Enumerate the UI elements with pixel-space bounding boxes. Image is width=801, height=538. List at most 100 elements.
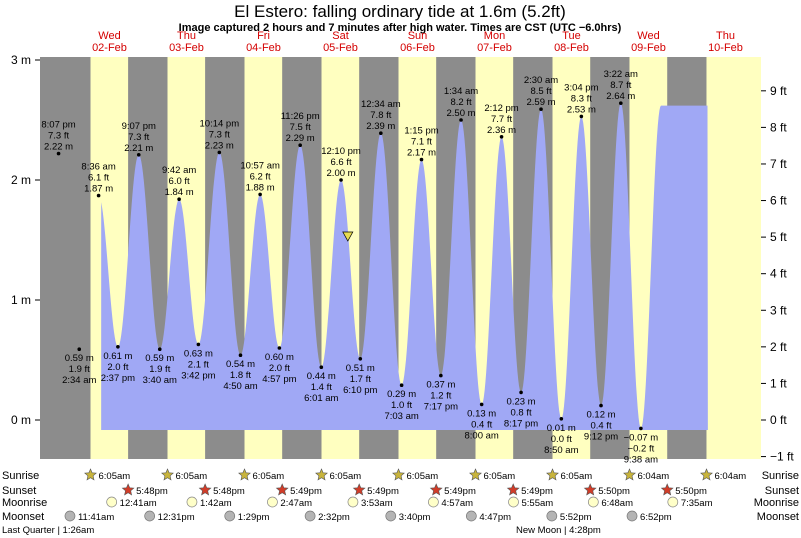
chart-subtitle: Image captured 2 hours and 7 minutes aft… <box>179 22 622 34</box>
low-tide-feet: 0.8 ft <box>511 407 532 418</box>
moonrise-time: 1:42am <box>200 498 232 509</box>
day-date: 09-Feb <box>631 42 666 54</box>
high-tide-time: 1:15 pm <box>404 126 438 137</box>
moonrise-icon <box>587 496 599 508</box>
tide-curve <box>101 103 708 430</box>
high-tide-point <box>339 178 343 182</box>
sunset-time: 5:50pm <box>598 486 630 497</box>
moonrise-icon <box>186 496 198 508</box>
right-axis-tick-label: 3 ft <box>770 303 787 317</box>
high-tide-point <box>258 192 262 197</box>
sunset-icon <box>506 483 520 496</box>
day-name: Thu <box>177 30 196 42</box>
low-tide-time: 6:01 am <box>304 393 338 404</box>
day-date: 10-Feb <box>708 42 743 54</box>
moonrise-time: 5:55am <box>521 498 553 509</box>
day-headers: Wed02-FebThu03-FebFri04-FebSat05-FebSun0… <box>92 30 743 54</box>
low-tide-point <box>157 347 162 352</box>
sunrise-icon <box>238 468 251 481</box>
chart-title: El Estero: falling ordinary tide at 1.6m… <box>234 2 566 21</box>
low-tide-point <box>77 347 82 352</box>
high-tide-feet: 7.3 ft <box>209 129 230 140</box>
sunrise-icon <box>392 468 405 481</box>
moonrise-row-label-right: Moonrise <box>754 497 799 509</box>
sunrise-icon <box>84 468 97 481</box>
left-axis-tick-label: 3 m <box>11 53 31 67</box>
left-axis-tick-label: 2 m <box>11 173 31 187</box>
moonrise-icon <box>347 496 359 508</box>
low-tide-meters: 0.13 m <box>467 408 496 419</box>
low-tide-point <box>559 417 564 421</box>
high-tide-time: 10:14 pm <box>200 118 240 129</box>
tide-labels: 8:07 pm7.3 ft2.22 m0.59 m1.9 ft2:34 am8:… <box>41 69 658 465</box>
high-tide-feet: 7.3 ft <box>48 131 69 142</box>
high-tide-point <box>419 157 424 162</box>
right-axis-tick-label: 9 ft <box>770 84 787 98</box>
right-axis-tick-label: 0 ft <box>770 413 787 427</box>
moonrise-time: 3:53am <box>361 498 393 509</box>
day-date: 07-Feb <box>477 42 512 54</box>
left-axis-tick-label: 1 m <box>11 293 31 307</box>
sunset-icon <box>275 483 289 496</box>
high-tide-time: 8:36 am <box>81 162 115 173</box>
axes: 0 m 1 m 2 m 3 m −1 ft 0 ft 1 ft 2 ft 3 ft 4 ft 5 f… <box>11 53 794 464</box>
high-tide-meters: 2.21 m <box>124 143 153 154</box>
sun-moon-events: Sunrise Sunrise 6:05am 6:05am 6:05am 6:05am 6:… <box>2 468 799 536</box>
sunrise-row-label-right: Sunrise <box>762 470 799 482</box>
sunrise-icon <box>700 468 713 481</box>
high-tide-meters: 2.00 m <box>327 168 356 179</box>
moonrise-time: 2:47am <box>280 498 312 509</box>
low-tide-point <box>277 346 282 350</box>
high-tide-time: 12:10 pm <box>321 146 361 157</box>
day-date: 04-Feb <box>246 42 281 54</box>
high-tide-time: 11:26 pm <box>281 111 320 122</box>
day-date: 05-Feb <box>323 42 358 54</box>
low-tide-point <box>519 390 523 395</box>
current-tide-triangle <box>342 231 354 242</box>
high-tide-time: 1:34 am <box>444 86 478 97</box>
sunrise-icon <box>546 468 559 481</box>
moonset-time: 3:40pm <box>399 512 431 523</box>
moonrise-icon <box>267 496 278 508</box>
low-tide-point <box>599 403 603 408</box>
low-tide-meters: 0.29 m <box>387 389 416 400</box>
sunset-row-label-right: Sunset <box>765 485 799 497</box>
moon-phase-new-moon: New Moon | 4:28pm <box>516 525 601 536</box>
sunrise-time: 6:05am <box>253 471 285 482</box>
moonset-time: 5:52pm <box>560 512 592 523</box>
high-tide-feet: 6.1 ft <box>88 173 109 184</box>
day-date: 02-Feb <box>92 42 127 54</box>
right-axis-tick-label: 1 ft <box>770 376 787 390</box>
high-tide-meters: 2.59 m <box>526 97 555 108</box>
sunrise-time: 6:05am <box>484 471 516 482</box>
sunset-time: 5:49pm <box>444 486 476 497</box>
high-tide-meters: 2.39 m <box>366 121 395 132</box>
day-date: 06-Feb <box>400 42 435 54</box>
high-tide-point <box>298 143 302 147</box>
moonset-icon <box>304 510 316 522</box>
low-tide-meters: 0.01 m <box>547 423 576 434</box>
low-tide-point <box>639 426 643 431</box>
low-tide-feet: −0.2 ft <box>628 443 655 454</box>
day-name: Tue <box>562 30 581 42</box>
moonset-icon <box>385 510 397 522</box>
moonrise-time: 12:41am <box>120 498 157 509</box>
high-tide-time: 9:07 pm <box>122 121 156 132</box>
sunset-time: 5:48pm <box>136 486 168 497</box>
high-tide-point <box>459 118 463 122</box>
low-tide-meters: 0.23 m <box>507 396 536 407</box>
low-tide-meters: 0.63 m <box>184 348 213 359</box>
day-name: Mon <box>484 30 505 42</box>
day-name: Thu <box>716 30 735 42</box>
sunset-icon <box>429 483 443 496</box>
high-tide-feet: 8.7 ft <box>610 80 631 91</box>
low-tide-feet: 0.0 ft <box>551 434 572 445</box>
moonset-icon <box>626 510 638 522</box>
low-tide-time: 2:37 pm <box>101 373 135 384</box>
low-tide-feet: 1.0 ft <box>391 400 412 411</box>
high-tide-feet: 8.3 ft <box>571 93 592 104</box>
day-name: Wed <box>637 30 659 42</box>
low-tide-point <box>399 383 404 388</box>
moonset-row-label-left: Moonset <box>2 511 44 523</box>
